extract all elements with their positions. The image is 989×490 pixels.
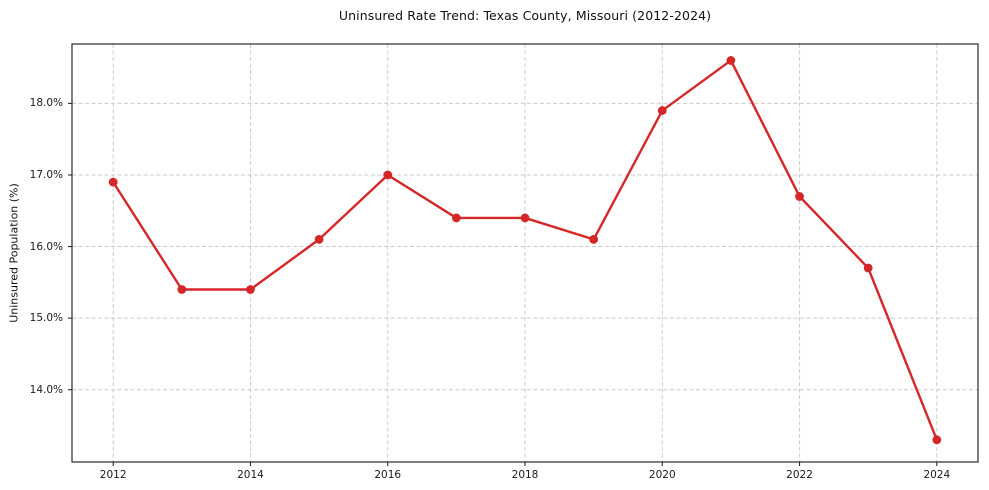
data-point-marker xyxy=(589,235,599,244)
x-tick-label: 2016 xyxy=(374,469,402,481)
y-tick-label: 17.0% xyxy=(29,168,63,181)
y-tick-label: 18.0% xyxy=(29,97,63,110)
y-tick-label: 14.0% xyxy=(29,383,63,396)
data-point-marker xyxy=(177,285,187,294)
data-point-marker xyxy=(383,170,393,180)
data-point-marker xyxy=(108,177,118,187)
data-point-marker xyxy=(932,435,942,445)
data-point-marker xyxy=(314,235,324,244)
y-axis-label: Uninsured Population (%) xyxy=(7,183,21,323)
y-tick-label: 16.0% xyxy=(29,240,63,253)
data-point-marker xyxy=(451,213,461,223)
data-point-marker xyxy=(795,192,804,201)
data-point-marker xyxy=(520,213,530,223)
x-tick-label: 2020 xyxy=(648,469,676,481)
y-tick-label: 15.0% xyxy=(29,312,63,325)
x-tick-label: 2014 xyxy=(237,469,264,481)
x-tick-label: 2012 xyxy=(99,469,127,481)
x-tick-label: 2024 xyxy=(923,469,951,481)
data-point-marker xyxy=(657,106,667,115)
data-point-marker xyxy=(246,285,255,294)
x-tick-label: 2022 xyxy=(786,469,813,481)
x-tick-label: 2018 xyxy=(511,469,539,481)
chart-title: Uninsured Rate Trend: Texas County, Miss… xyxy=(338,8,712,23)
data-point-marker xyxy=(863,263,873,273)
data-point-marker xyxy=(726,56,736,65)
